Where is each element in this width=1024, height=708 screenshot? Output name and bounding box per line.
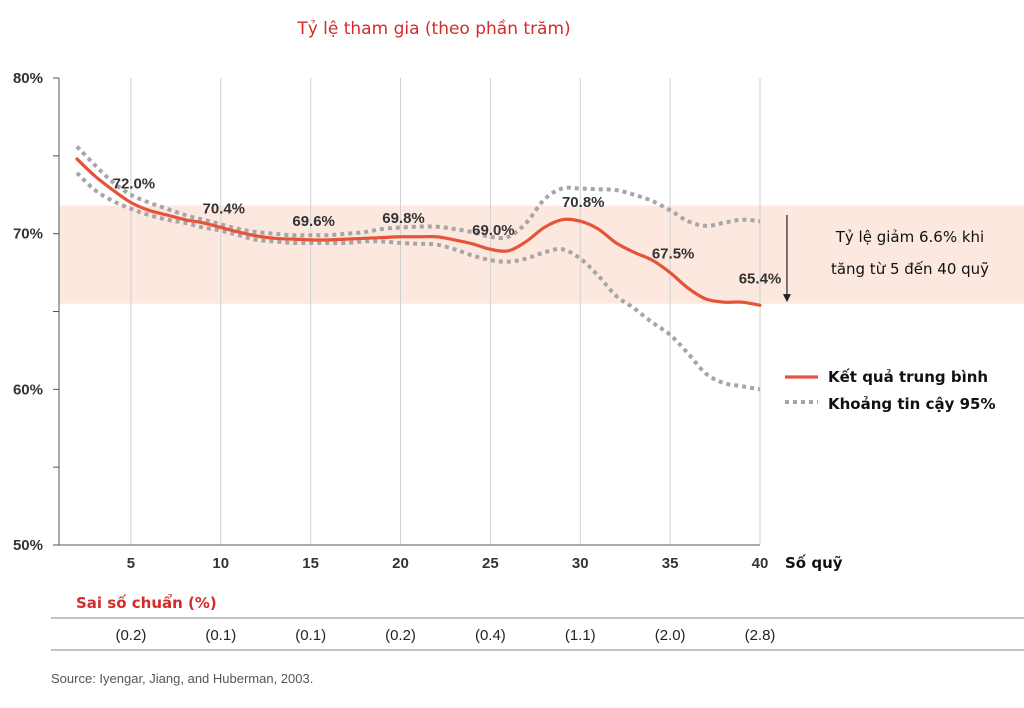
data-label: 69.8% [382, 210, 425, 227]
data-labels: 72.0% 70.4% 69.6% 69.8% 69.0% 70.8% 67.5% 65.4% [113, 176, 782, 288]
y-tick-label: 70% [13, 226, 43, 243]
data-label: 69.0% [472, 222, 515, 239]
standard-error-value: (2.8) [745, 627, 776, 644]
axes: 50% 60% 70% 80% 5 10 15 20 25 30 35 40 Số quỹ [13, 70, 843, 572]
data-label: 72.0% [113, 176, 156, 193]
annotation: Tỷ lệ giảm 6.6% khi tăng từ 5 đến 40 quỹ [782, 214, 989, 303]
standard-error-table: Sai số chuẩn (%) (0.2) (0.1) (0.1) (0.2) (0.4… [51, 593, 1024, 651]
annotation-text: tăng từ 5 đến 40 quỹ [831, 260, 989, 278]
x-tick-label: 40 [752, 555, 769, 572]
standard-error-value: (0.4) [475, 627, 506, 644]
annotation-text: Tỷ lệ giảm 6.6% khi [835, 228, 984, 246]
series-line-ci-upper [75, 145, 761, 241]
data-label: 67.5% [652, 246, 695, 263]
series-group [75, 145, 762, 392]
annotation-arrow-head [782, 294, 791, 303]
legend: Kết quả trung bình Khoảng tin cậy 95% [785, 367, 996, 413]
grid [130, 78, 761, 545]
data-label: 69.6% [292, 213, 335, 230]
legend-label-ci: Khoảng tin cậy 95% [828, 395, 996, 413]
x-tick-label: 30 [572, 555, 589, 572]
standard-error-title: Sai số chuẩn (%) [76, 593, 217, 612]
x-tick-label: 15 [302, 555, 319, 572]
source-note: Source: Iyengar, Jiang, and Huberman, 20… [51, 671, 313, 686]
y-tick-label: 80% [13, 70, 43, 87]
standard-error-value: (0.2) [385, 627, 416, 644]
x-tick-label: 5 [127, 555, 135, 572]
x-tick-label: 25 [482, 555, 499, 572]
data-label: 70.8% [562, 194, 605, 211]
x-tick-label: 20 [392, 555, 409, 572]
legend-label-mean: Kết quả trung bình [828, 367, 988, 386]
standard-error-value: (0.2) [115, 627, 146, 644]
x-axis-title: Số quỹ [785, 553, 843, 572]
x-tick-label: 35 [662, 555, 679, 572]
y-tick-label: 50% [13, 537, 43, 554]
data-label: 70.4% [202, 200, 245, 217]
standard-error-value: (0.1) [295, 627, 326, 644]
data-label: 65.4% [739, 270, 782, 287]
standard-error-value: (2.0) [655, 627, 686, 644]
x-tick-label: 10 [212, 555, 229, 572]
series-line-mean [75, 157, 762, 307]
standard-error-value: (0.1) [205, 627, 236, 644]
standard-error-value: (1.1) [565, 627, 596, 644]
y-tick-label: 60% [13, 381, 43, 398]
chart-title: Tỷ lệ tham gia (theo phần trăm) [296, 18, 570, 39]
